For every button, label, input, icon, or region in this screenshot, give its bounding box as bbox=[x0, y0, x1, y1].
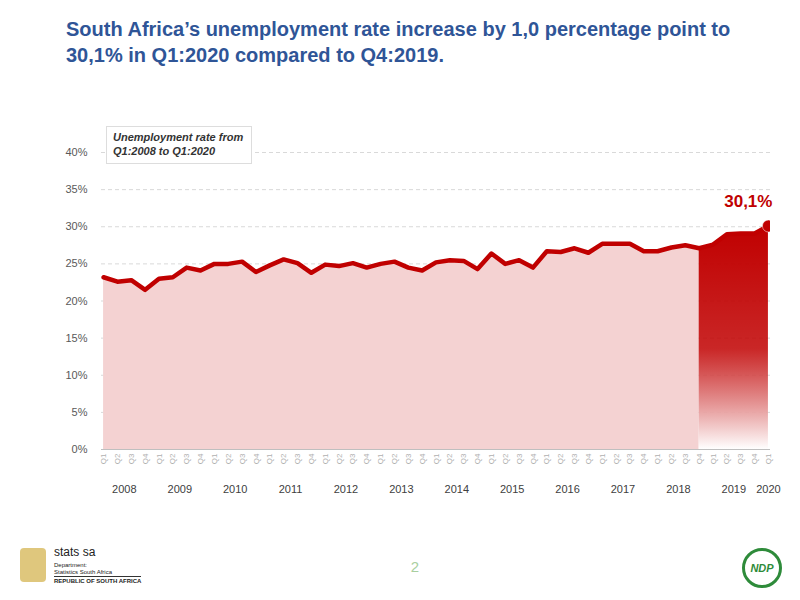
svg-text:Q1: Q1 bbox=[265, 453, 274, 464]
html-text:stats sa: stats sa bbox=[54, 545, 96, 559]
svg-text:30,1%: 30,1% bbox=[724, 192, 772, 211]
svg-text:Q4: Q4 bbox=[750, 453, 759, 464]
svg-text:Q3: Q3 bbox=[681, 453, 690, 464]
svg-text:2014: 2014 bbox=[445, 483, 469, 495]
svg-text:30%: 30% bbox=[65, 220, 87, 232]
html-text:Statistics South Africa: Statistics South Africa bbox=[54, 568, 112, 575]
svg-text:Q2: Q2 bbox=[168, 453, 177, 464]
svg-text:Q1: Q1 bbox=[598, 453, 607, 464]
svg-text:Q3: Q3 bbox=[348, 453, 357, 464]
svg-text:Q4: Q4 bbox=[695, 453, 704, 464]
svg-text:Q4: Q4 bbox=[639, 453, 648, 464]
svg-text:2016: 2016 bbox=[555, 483, 579, 495]
svg-text:40%: 40% bbox=[65, 146, 87, 158]
svg-text:Q2: Q2 bbox=[667, 453, 676, 464]
svg-text:15%: 15% bbox=[65, 332, 87, 344]
svg-text:Q4: Q4 bbox=[307, 453, 316, 464]
svg-text:Q1: Q1 bbox=[653, 453, 662, 464]
svg-text:Q4: Q4 bbox=[196, 453, 205, 464]
svg-text:Q4: Q4 bbox=[529, 453, 538, 464]
svg-text:2017: 2017 bbox=[611, 483, 635, 495]
svg-text:5%: 5% bbox=[72, 406, 88, 418]
svg-text:25%: 25% bbox=[65, 257, 87, 269]
svg-text:Q2: Q2 bbox=[335, 453, 344, 464]
svg-text:Q2: Q2 bbox=[612, 453, 621, 464]
html-text:REPUBLIC OF SOUTH AFRICA: REPUBLIC OF SOUTH AFRICA bbox=[54, 578, 142, 585]
svg-text:Q3: Q3 bbox=[182, 453, 191, 464]
svg-text:Q4: Q4 bbox=[362, 453, 371, 464]
svg-text:2018: 2018 bbox=[666, 483, 690, 495]
svg-text:2012: 2012 bbox=[334, 483, 358, 495]
svg-text:10%: 10% bbox=[65, 369, 87, 381]
svg-text:Q2: Q2 bbox=[722, 453, 731, 464]
html-text:Unemployment rate from: Unemployment rate from bbox=[113, 131, 244, 143]
svg-text:2011: 2011 bbox=[279, 483, 303, 495]
svg-text:Q3: Q3 bbox=[293, 453, 302, 464]
html-text:2: 2 bbox=[410, 558, 420, 575]
svg-text:Q3: Q3 bbox=[625, 453, 634, 464]
html-text:South Africa’s unemployment ra: South Africa’s unemployment rate increas… bbox=[66, 18, 731, 66]
svg-text:Q2: Q2 bbox=[501, 453, 510, 464]
svg-text:2019: 2019 bbox=[722, 483, 746, 495]
svg-text:Q1: Q1 bbox=[487, 453, 496, 464]
svg-text:Q1: Q1 bbox=[709, 453, 718, 464]
svg-text:Q3: Q3 bbox=[570, 453, 579, 464]
svg-text:Q3: Q3 bbox=[404, 453, 413, 464]
svg-text:Q4: Q4 bbox=[418, 453, 427, 464]
html-text:Q1:2008 to Q1:2020: Q1:2008 to Q1:2020 bbox=[113, 145, 216, 158]
svg-text:Q3: Q3 bbox=[515, 453, 524, 464]
svg-text:2015: 2015 bbox=[500, 483, 524, 495]
svg-text:Q3: Q3 bbox=[238, 453, 247, 464]
svg-text:Q1: Q1 bbox=[542, 453, 551, 464]
svg-text:Q1: Q1 bbox=[376, 453, 385, 464]
svg-text:Q2: Q2 bbox=[113, 453, 122, 464]
html-text:NDP: NDP bbox=[750, 562, 774, 574]
svg-text:2010: 2010 bbox=[223, 483, 247, 495]
svg-text:Q4: Q4 bbox=[251, 453, 260, 464]
svg-text:2020: 2020 bbox=[756, 483, 780, 495]
html-text:Department:: Department: bbox=[54, 562, 87, 569]
svg-text:2013: 2013 bbox=[389, 483, 413, 495]
svg-text:Q2: Q2 bbox=[445, 453, 454, 464]
svg-text:Q2: Q2 bbox=[556, 453, 565, 464]
svg-text:Q1: Q1 bbox=[210, 453, 219, 464]
svg-text:Q1: Q1 bbox=[99, 453, 108, 464]
svg-text:2009: 2009 bbox=[168, 483, 192, 495]
svg-text:Q4: Q4 bbox=[473, 453, 482, 464]
svg-text:0%: 0% bbox=[72, 443, 88, 455]
svg-text:Q1: Q1 bbox=[155, 453, 164, 464]
svg-text:Q3: Q3 bbox=[127, 453, 136, 464]
svg-text:Q2: Q2 bbox=[224, 453, 233, 464]
svg-text:Q4: Q4 bbox=[584, 453, 593, 464]
svg-text:Q3: Q3 bbox=[736, 453, 745, 464]
svg-text:Q1: Q1 bbox=[764, 453, 773, 464]
svg-text:Q4: Q4 bbox=[141, 453, 150, 464]
svg-text:Q2: Q2 bbox=[390, 453, 399, 464]
svg-text:Q2: Q2 bbox=[279, 453, 288, 464]
svg-text:20%: 20% bbox=[65, 295, 87, 307]
svg-text:Q3: Q3 bbox=[459, 453, 468, 464]
svg-text:Q1: Q1 bbox=[432, 453, 441, 464]
svg-text:Q1: Q1 bbox=[321, 453, 330, 464]
svg-text:2008: 2008 bbox=[112, 483, 136, 495]
svg-text:35%: 35% bbox=[65, 183, 87, 195]
